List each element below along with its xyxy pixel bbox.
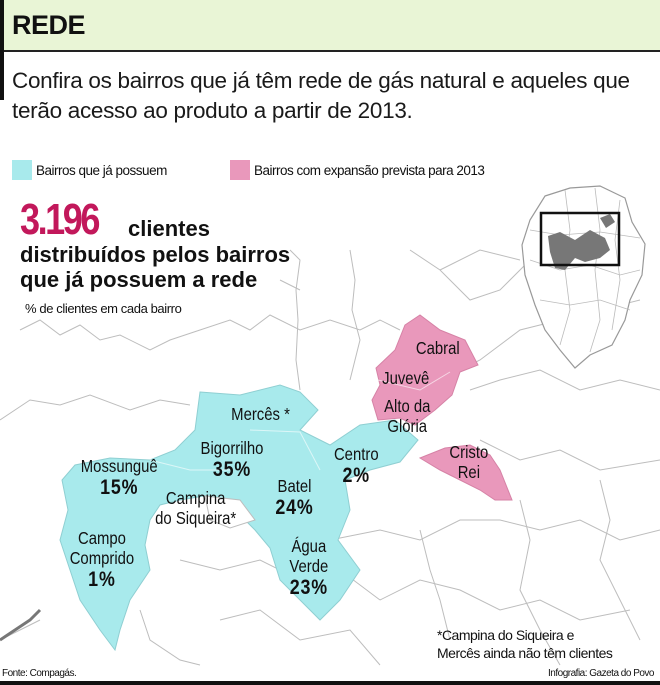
label-centro-pct: 2% <box>342 464 371 487</box>
footnote-line2: Mercês ainda não têm clientes <box>437 645 613 661</box>
label-juveve-name: Juvevê <box>382 368 430 388</box>
label-campo-comprido: Campo Comprido 1% <box>70 528 134 592</box>
label-batel-pct: 24% <box>275 496 314 519</box>
label-cristo-rei: Cristo Rei <box>449 442 488 482</box>
label-mossungue-name: Mossunguê <box>80 456 158 476</box>
label-merces: Mercês * <box>231 404 290 424</box>
percentage-note: % de clientes em cada bairro <box>25 301 182 316</box>
label-agua-line1: Água <box>291 536 327 556</box>
label-campina-line2: do Siqueira* <box>155 508 237 528</box>
label-cabral-name: Cabral <box>415 338 460 358</box>
bottom-rule <box>0 681 660 685</box>
source-credit: Fonte: Compagás. <box>2 668 77 679</box>
label-mossungue-pct: 15% <box>100 476 139 499</box>
footnote-line1: *Campina do Siqueira e <box>437 627 574 643</box>
label-agua-verde: Água Verde 23% <box>289 536 328 600</box>
label-agua-pct: 23% <box>289 576 328 599</box>
campina-inner <box>204 495 256 529</box>
label-batel-name: Batel <box>277 476 312 496</box>
subtitle: Confira os bairros que já têm rede de gá… <box>12 68 630 123</box>
infographic-credit: Infografia: Gazeta do Povo <box>548 668 654 679</box>
city-limit-line <box>0 608 42 642</box>
page-title: REDE <box>12 10 86 40</box>
legend-label-existing: Bairros que já possuem <box>36 162 167 178</box>
label-batel: Batel 24% <box>275 476 313 520</box>
label-campina: Campina do Siqueira* <box>155 488 236 528</box>
label-cabral: Cabral <box>416 338 460 358</box>
label-centro-name: Centro <box>333 444 379 464</box>
label-merces-name: Mercês * <box>231 404 290 424</box>
header: REDE <box>0 0 660 100</box>
label-juveve: Juvevê <box>382 368 429 388</box>
label-centro: Centro 2% <box>334 444 379 488</box>
legend-swatch-existing <box>12 160 32 180</box>
legend-swatch-planned <box>230 160 250 180</box>
label-mossungue: Mossunguê 15% <box>81 456 158 500</box>
legend-label-planned: Bairros com expansão prevista para 2013 <box>254 162 485 178</box>
label-cristo-line2: Rei <box>457 462 481 482</box>
header-accent-bar <box>0 0 4 100</box>
legend-item-existing: Bairros que já possuem <box>12 160 167 180</box>
planned-area <box>371 314 513 501</box>
label-bigorrilho-name: Bigorrilho <box>200 438 264 458</box>
client-count-line3: que já possuem a rede <box>20 267 258 292</box>
client-count-block: 3.196 clientes distribuídos pelos bairro… <box>20 195 291 293</box>
label-alto-line1: Alto da <box>384 396 431 416</box>
label-campo-line1: Campo <box>77 528 126 548</box>
label-alto-da-gloria: Alto da Glória <box>384 396 430 436</box>
label-alto-line2: Glória <box>387 416 428 436</box>
label-bigorrilho-pct: 35% <box>212 458 252 481</box>
label-bigorrilho: Bigorrilho 35% <box>201 438 264 482</box>
client-count-line2: distribuídos pelos bairros <box>20 242 291 267</box>
client-count-value: 3.196 <box>20 195 100 244</box>
footnote: *Campina do Siqueira e Mercês ainda não … <box>437 626 613 662</box>
label-campo-line2: Comprido <box>69 548 135 568</box>
label-campina-line1: Campina <box>165 488 226 508</box>
label-cristo-line1: Cristo <box>449 442 489 462</box>
label-agua-line2: Verde <box>289 556 329 576</box>
client-count-unit: clientes <box>128 216 210 241</box>
locator-inset <box>521 185 646 369</box>
label-campo-pct: 1% <box>88 568 116 591</box>
legend-item-planned: Bairros com expansão prevista para 2013 <box>230 160 485 180</box>
